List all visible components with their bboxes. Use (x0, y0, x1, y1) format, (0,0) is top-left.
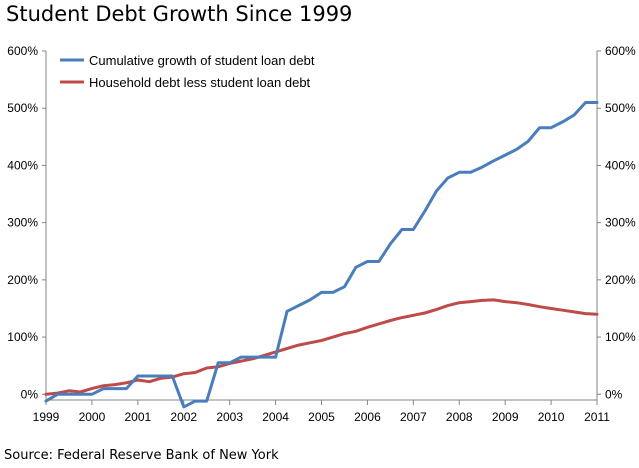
legend-label: Household debt less student loan debt (89, 75, 311, 90)
y-tick-label-left: 0% (21, 387, 39, 401)
y-tick-label-left: 100% (7, 330, 38, 344)
y-tick-label-right: 400% (605, 158, 636, 172)
x-tick-label: 2005 (308, 410, 335, 424)
x-tick-label: 2011 (584, 410, 610, 424)
x-tick-label: 2008 (446, 410, 473, 424)
x-tick-label: 1999 (33, 410, 60, 424)
y-tick-label-right: 100% (605, 330, 636, 344)
y-tick-label-right: 300% (605, 216, 636, 230)
y-tick-label-left: 200% (7, 273, 38, 287)
y-tick-label-left: 300% (7, 216, 38, 230)
x-tick-label: 2009 (492, 410, 519, 424)
chart-title: Student Debt Growth Since 1999 (6, 2, 353, 26)
x-tick-label: 2010 (538, 410, 565, 424)
x-tick-label: 2007 (400, 410, 427, 424)
y-tick-label-right: 0% (605, 387, 623, 401)
source-note: Source: Federal Reserve Bank of New York (4, 448, 279, 463)
series-line-household-debt (44, 298, 599, 396)
x-tick-label: 2003 (216, 410, 243, 424)
y-tick-label-left: 500% (7, 101, 38, 115)
y-tick-label-right: 600% (605, 44, 636, 58)
x-tick-label: 2000 (79, 410, 106, 424)
legend-label: Cumulative growth of student loan debt (89, 53, 315, 68)
y-tick-label-left: 400% (7, 158, 38, 172)
x-tick-label: 2006 (354, 410, 381, 424)
x-tick-label: 2001 (124, 410, 151, 424)
y-tick-label-right: 500% (605, 101, 636, 115)
y-tick-label-right: 200% (605, 273, 636, 287)
y-tick-label-left: 600% (7, 44, 38, 58)
x-tick-label: 2002 (170, 410, 197, 424)
series-line-student-loan-debt (44, 101, 599, 409)
x-tick-label: 2004 (262, 410, 289, 424)
